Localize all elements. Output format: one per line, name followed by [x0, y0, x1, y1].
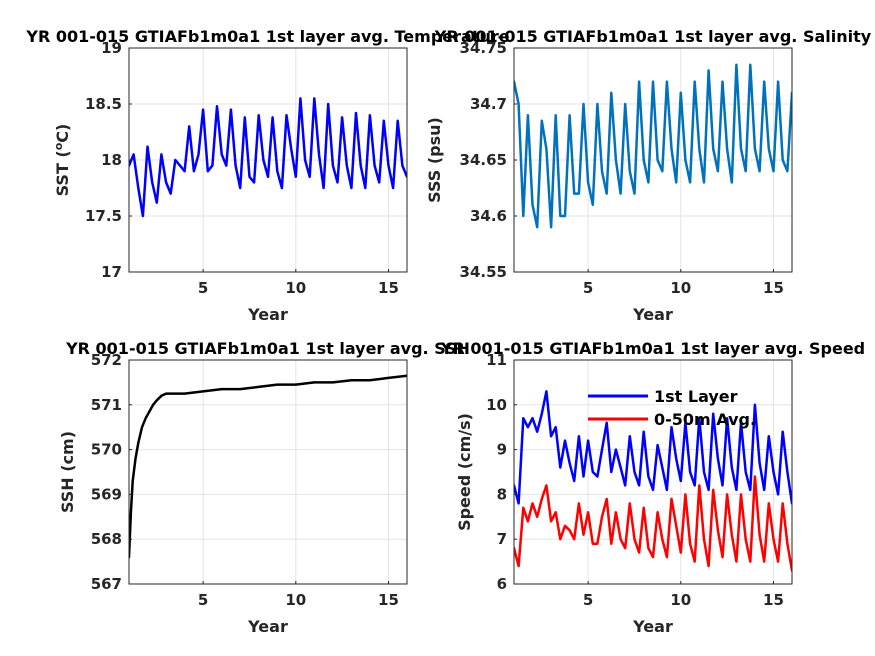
- x-tick-label: 15: [763, 279, 784, 297]
- axes-box: [128, 359, 408, 585]
- chart-title: YR 001-015 GTIAFb1m0a1 1st layer avg. Sa…: [434, 27, 872, 46]
- ticks: 5 10 15 567 568 569 570 571 572: [91, 351, 399, 609]
- x-axis-label: Year: [247, 305, 288, 324]
- chart-title: YR 001-015 GTIAFb1m0a1 1st layer avg. Sp…: [440, 339, 865, 358]
- x-tick-label: 10: [670, 591, 691, 609]
- y-tick-label: 17: [101, 263, 122, 281]
- y-tick-label: 572: [91, 351, 122, 369]
- x-tick-label: 5: [583, 591, 593, 609]
- y-tick-label: 8: [497, 485, 507, 503]
- sss-panel: 5 10 15 34.55 34.6 34.65 34.7 34.75 YR 001-015 …: [425, 27, 872, 324]
- data-lines: [514, 63, 792, 229]
- y-tick-label: 34.7: [470, 95, 507, 113]
- series-line-0: [129, 374, 407, 559]
- x-tick-label: 10: [285, 279, 306, 297]
- ticks: 5 10 15 34.55 34.6 34.65 34.7 34.75: [460, 39, 784, 297]
- series-line-1: [514, 475, 792, 572]
- y-tick-label: 567: [91, 575, 122, 593]
- x-tick-label: 5: [198, 279, 208, 297]
- y-tick-label: 19: [101, 39, 122, 57]
- plot-area: [129, 360, 407, 584]
- y-axis-label: Speed (cm/s): [455, 413, 474, 531]
- y-tick-label: 6: [497, 575, 507, 593]
- data-lines: [129, 374, 407, 559]
- y-tick-label: 570: [91, 441, 122, 459]
- series-line-0: [129, 97, 407, 218]
- y-tick-label: 34.65: [460, 151, 507, 169]
- data-lines: [514, 390, 792, 572]
- y-tick-label: 17.5: [85, 207, 122, 225]
- legend-label-0-50m: 0-50m Avg.: [654, 410, 756, 429]
- y-tick-label: 34.75: [460, 39, 507, 57]
- data-lines: [129, 97, 407, 218]
- x-tick-label: 10: [285, 591, 306, 609]
- speed-panel: 5 10 15 6 7 8 9 10 11 1st Layer 0-50m Avg. YR 00…: [440, 339, 865, 636]
- y-tick-label: 18: [101, 151, 122, 169]
- x-tick-label: 15: [378, 279, 399, 297]
- y-axis-label-main: SST (: [53, 150, 72, 196]
- sst-panel: 5 10 15 17 17.5 18 18.5 19 YR 001-015 GTIAFb1m0…: [25, 27, 509, 324]
- grid: [129, 359, 407, 585]
- y-tick-label: 568: [91, 530, 122, 548]
- x-axis-label: Year: [632, 617, 673, 636]
- y-tick-label: 34.55: [460, 263, 507, 281]
- y-tick-label: 9: [497, 441, 507, 459]
- y-tick-label: 569: [91, 485, 122, 503]
- x-tick-label: 15: [378, 591, 399, 609]
- x-tick-label: 5: [583, 279, 593, 297]
- x-tick-label: 15: [763, 591, 784, 609]
- y-tick-label: 11: [486, 351, 507, 369]
- legend: 1st Layer 0-50m Avg.: [588, 387, 756, 429]
- y-tick-label: 7: [497, 530, 507, 548]
- axes-box: [513, 359, 793, 585]
- ticks: 5 10 15 6 7 8 9 10 11: [486, 351, 784, 609]
- ticks: 5 10 15 17 17.5 18 18.5 19: [85, 39, 399, 297]
- chart-title: YR 001-015 GTIAFb1m0a1 1st layer avg. Te…: [25, 27, 509, 46]
- y-tick-label: 571: [91, 396, 122, 414]
- x-axis-label: Year: [632, 305, 673, 324]
- y-axis-label: SSS (psu): [425, 117, 444, 203]
- legend-label-1st-layer: 1st Layer: [654, 387, 738, 406]
- y-tick-label: 34.6: [470, 207, 507, 225]
- ssh-panel: 5 10 15 567 568 569 570 571 572 YR 001-015 GTIAF…: [58, 339, 470, 636]
- y-axis-label: SST (oC): [52, 124, 72, 197]
- y-tick-label: 10: [486, 396, 507, 414]
- series-line-0: [514, 390, 792, 505]
- y-axis-label-superscript: o: [52, 142, 65, 150]
- y-tick-label: 18.5: [85, 95, 122, 113]
- x-tick-label: 5: [198, 591, 208, 609]
- x-tick-label: 10: [670, 279, 691, 297]
- y-axis-label-tail: C): [53, 124, 72, 143]
- y-axis-label: SSH (cm): [58, 431, 77, 513]
- x-axis-label: Year: [247, 617, 288, 636]
- series-line-0: [514, 63, 792, 229]
- chart-title: YR 001-015 GTIAFb1m0a1 1st layer avg. SS…: [65, 339, 470, 358]
